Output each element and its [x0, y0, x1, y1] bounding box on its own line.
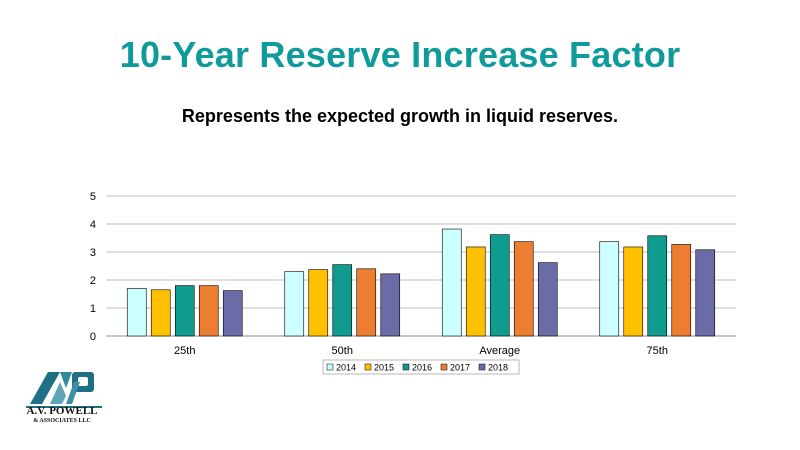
bar-2016-25th — [174, 285, 195, 337]
logo-tagline: & ASSOCIATES LLC — [33, 418, 91, 424]
y-tick-label: 1 — [90, 303, 96, 315]
legend-label-2015: 2015 — [374, 363, 394, 373]
bar-2018-25th — [222, 290, 243, 337]
bar-2015-average — [465, 246, 486, 337]
bar-2014-25th — [126, 288, 147, 337]
bar-2017-average — [513, 241, 534, 337]
x-tick-label: Average — [479, 345, 520, 357]
legend-label-2017: 2017 — [450, 363, 470, 373]
legend-swatch-2016 — [402, 363, 410, 371]
legend-swatch-2014 — [326, 363, 334, 371]
bar-2016-50th — [332, 264, 353, 337]
bar-2015-50th — [308, 269, 329, 337]
legend-swatch-2015 — [364, 363, 372, 371]
bar-2016-75th — [647, 235, 668, 337]
bar-2014-average — [441, 228, 462, 337]
bar-2014-50th — [284, 271, 305, 337]
y-tick-label: 5 — [90, 191, 96, 203]
y-tick-label: 4 — [90, 219, 96, 231]
legend-swatch-2017 — [440, 363, 448, 371]
x-tick-label: 75th — [647, 345, 668, 357]
bar-2015-25th — [150, 289, 171, 337]
bar-2014-75th — [599, 241, 620, 337]
y-tick-label: 3 — [90, 247, 96, 259]
page-title: 10-Year Reserve Increase Factor — [119, 34, 681, 75]
legend-swatch-2018 — [478, 363, 486, 371]
bar-2017-75th — [671, 244, 692, 337]
bar-2016-average — [489, 234, 510, 337]
legend-label-2016: 2016 — [412, 363, 432, 373]
company-logo-icon — [26, 372, 102, 408]
x-tick-label: 25th — [174, 345, 195, 357]
y-tick-label: 0 — [90, 331, 96, 343]
bar-2017-25th — [198, 285, 219, 337]
bar-2018-average — [537, 262, 558, 337]
x-tick-label: 50th — [332, 345, 353, 357]
bar-2017-50th — [356, 268, 377, 337]
bar-2018-50th — [380, 273, 401, 337]
legend-label-2014: 2014 — [336, 363, 356, 373]
y-tick-label: 2 — [90, 275, 96, 287]
bar-2018-75th — [695, 249, 716, 337]
logo-name: A.V. POWELL — [26, 405, 98, 417]
page-subtitle: Represents the expected growth in liquid… — [181, 106, 619, 126]
legend-box — [322, 359, 520, 375]
legend-label-2018: 2018 — [488, 363, 508, 373]
bar-2015-75th — [623, 246, 644, 337]
